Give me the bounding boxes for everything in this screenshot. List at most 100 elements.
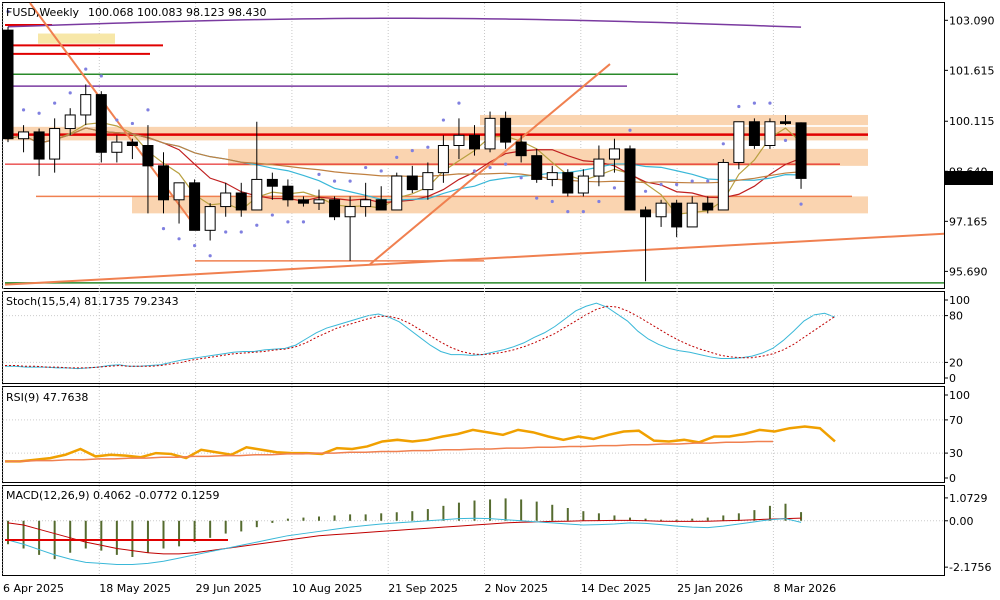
candle-body (2, 29, 14, 140)
sar-dot (597, 199, 601, 204)
main-panel-frame (2, 2, 945, 289)
sar-dot (472, 169, 477, 173)
sar-dot (239, 230, 243, 234)
candle-body (795, 122, 807, 179)
time-axis: 6 Apr 2025 18 May 2025 29 Jun 2025 10 Aug 2… (3, 582, 836, 595)
sar-dot (99, 74, 103, 78)
stochastic-lines (3, 302, 944, 370)
series-line (5, 305, 836, 369)
sar-dot (612, 186, 617, 190)
macd-main-line (7, 517, 802, 565)
candle-body (640, 209, 652, 218)
panel-frames (2, 2, 945, 576)
candle-body (515, 141, 527, 157)
candle-body (282, 185, 294, 201)
x-label: 2 Nov 2025 (485, 582, 548, 595)
tick-label: 100 (949, 389, 970, 402)
sar-dot (270, 213, 274, 217)
series-line (5, 302, 836, 370)
candle-body (406, 175, 418, 191)
candle-body (593, 158, 605, 177)
sar-dot (550, 199, 554, 204)
sar-dot (488, 165, 492, 170)
candle-body (717, 161, 729, 211)
sar-dot (332, 179, 337, 183)
sar-dot (643, 189, 648, 193)
sar-dot (768, 101, 772, 105)
zone (480, 114, 868, 126)
sar-dot (21, 108, 26, 112)
tick-label: 100 (949, 294, 970, 307)
x-label: 6 Apr 2025 (3, 582, 64, 595)
candle-body (204, 206, 216, 231)
sar-dot (130, 121, 134, 126)
tick-label: 20 (949, 356, 963, 369)
rsi-lines (3, 419, 944, 463)
x-label: 18 May 2025 (99, 582, 171, 595)
candle-body (671, 202, 683, 228)
sar-dot (441, 118, 445, 122)
candle-body (391, 175, 403, 211)
sar-dot (161, 227, 166, 231)
candle-body (624, 148, 636, 211)
sar-dot (348, 179, 352, 183)
trend-lines (4, 2, 945, 286)
sar-dot (301, 220, 306, 224)
sar-dot (628, 128, 632, 132)
tick-label: 30 (949, 447, 963, 460)
stoch-panel-frame (2, 291, 945, 384)
macd-signal-line (7, 517, 802, 555)
x-label: 8 Mar 2026 (773, 582, 836, 595)
rsi-axis: 100 70 30 0 (944, 389, 970, 485)
candle-body (608, 148, 620, 160)
macd-panel-frame (2, 485, 945, 576)
tick-label: 103.090 (949, 14, 995, 27)
vertical-grid (2, 3, 774, 575)
sar-dot (193, 243, 197, 248)
zone (38, 33, 115, 44)
sar-dot (659, 182, 663, 187)
sar-dot (737, 104, 741, 109)
candle-body (33, 131, 45, 160)
trend-line (4, 232, 945, 286)
x-label: 29 Jun 2025 (196, 582, 262, 595)
ma-brown (7, 127, 802, 184)
sar-dot (690, 179, 694, 183)
candle-body (733, 121, 745, 163)
x-label: 25 Jan 2026 (677, 582, 743, 595)
candle-body (297, 199, 309, 204)
candle-body (220, 192, 232, 208)
candle-body (437, 145, 449, 174)
sar-dot (457, 101, 461, 105)
sar-dot (286, 220, 290, 224)
trend-line (369, 63, 611, 266)
candle-body (764, 121, 776, 146)
sar-dot (255, 223, 259, 227)
sar-dot (146, 108, 150, 112)
macd-axis: 1.0729 0.00 -2.1756 (944, 492, 991, 574)
moving-averages (7, 17, 802, 215)
sar-dot (379, 169, 383, 173)
sar-dot (519, 176, 523, 180)
x-label: 10 Aug 2025 (292, 582, 362, 595)
candle-body (329, 199, 341, 218)
sar-dot (177, 237, 181, 241)
candle-body (422, 172, 434, 191)
candle-body (360, 199, 372, 208)
macd-title: MACD(12,26,9) 0.4062 -0.0772 0.1259 (6, 489, 219, 502)
sar-dot (115, 118, 119, 122)
tick-label: 100.115 (949, 115, 995, 128)
sar-dot (84, 67, 88, 71)
candles (2, 26, 807, 282)
candle-body (562, 172, 574, 194)
sar-dot (706, 179, 710, 183)
trend-line (29, 2, 199, 231)
sar-dot (317, 172, 321, 176)
sar-dot (224, 230, 228, 234)
candle-body (686, 202, 698, 228)
parabolic-sar-dots (6, 9, 803, 258)
candle-body (235, 192, 247, 211)
candle-body (111, 141, 123, 153)
